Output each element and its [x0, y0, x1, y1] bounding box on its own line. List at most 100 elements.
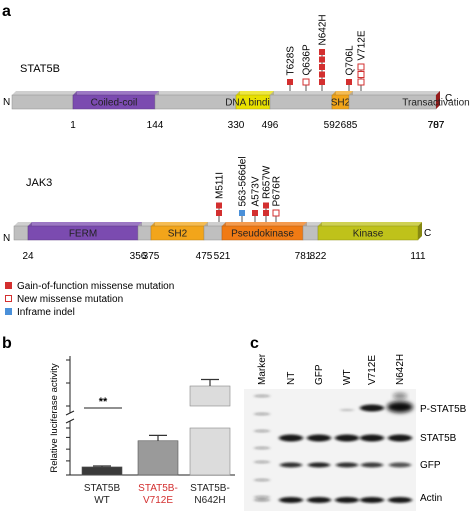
position-label: 330	[228, 120, 245, 131]
position-label: 822	[310, 251, 327, 262]
bar-3	[189, 378, 231, 476]
mutation-marker	[216, 210, 222, 216]
domain-label: Coiled-coil	[91, 98, 138, 109]
mutation-label: P676R	[272, 176, 283, 207]
mutation-marker	[252, 210, 258, 216]
axis-break-mark	[65, 418, 75, 424]
bar-segment	[189, 385, 231, 407]
blot-band	[389, 462, 411, 468]
blot-band	[360, 497, 384, 503]
mutation-marker	[216, 202, 222, 209]
lane-label: WT	[342, 369, 353, 385]
mutation-p676r: P676R	[272, 176, 283, 222]
blot-band	[335, 497, 359, 503]
domain-pseudokinase: Pseudokinase	[221, 222, 307, 241]
mutation-v712e: V712E	[357, 30, 368, 91]
legend-item-gof: Gain-of-function missense mutation	[5, 281, 174, 292]
luciferase-bar-chart: Relative luciferase activity STAT5B WT STAT…	[49, 356, 235, 506]
mutation-marker	[319, 49, 325, 55]
blot-band	[254, 394, 270, 398]
blot-band	[308, 462, 330, 468]
linker-segment	[269, 91, 336, 110]
mutation-legend: Gain-of-function missense mutation New m…	[5, 281, 174, 318]
mutation-label: R657W	[262, 165, 273, 199]
blot-band	[340, 409, 354, 411]
mutation-label: Q636P	[302, 44, 313, 75]
blot-band	[361, 462, 383, 468]
row-label: Actin	[420, 493, 442, 504]
blot-band	[360, 404, 384, 412]
panel-c: c Marker NT GFP WT V712E N642H P-STAT5B STAT5B…	[244, 335, 467, 511]
position-label: 375	[143, 251, 160, 262]
axis-break-mark	[65, 410, 75, 416]
stat5b-n-terminus: N	[3, 97, 10, 108]
blot-band	[388, 434, 412, 442]
mutation-a573v: A573V	[251, 176, 262, 222]
blot-band	[279, 434, 303, 442]
mutation-q636p: Q636P	[302, 44, 313, 91]
blot-band	[387, 401, 413, 413]
blot-band	[360, 434, 384, 442]
position-label: 1	[70, 120, 76, 131]
lane-label: GFP	[314, 364, 325, 385]
domain-coiled-coil: Coiled-coil	[72, 91, 159, 110]
row-label: GFP	[420, 460, 441, 471]
jak3-domain-track: FERM SH2 Pseudokinase Kinase	[13, 222, 422, 241]
blot-band	[254, 429, 270, 433]
blot-band	[254, 498, 270, 502]
position-label: 685	[341, 120, 358, 131]
bar-2	[137, 434, 179, 476]
legend-label-gof: Gain-of-function missense mutation	[17, 281, 174, 292]
blot-band	[254, 460, 270, 464]
domain-label: Transactivation	[402, 98, 469, 109]
bar-1	[81, 465, 123, 476]
panel-c-letter: c	[250, 335, 259, 352]
blot-band	[393, 393, 407, 399]
stat5b-name: STAT5B	[20, 63, 60, 75]
domain-kinase: Kinase	[317, 222, 422, 241]
mutation-n642h: N642H	[318, 14, 329, 91]
mutation-marker	[263, 210, 269, 216]
mutation-marker	[319, 56, 325, 63]
mutation-marker	[319, 79, 325, 85]
jak3-mutation-track: M511I 563-566del A573V R657W P676R	[215, 156, 283, 222]
blot-band	[280, 462, 302, 468]
mutation-marker	[346, 79, 352, 85]
mutation-t628s: T628S	[286, 46, 297, 91]
mutation-marker	[357, 71, 365, 78]
blot-band	[279, 497, 303, 503]
blot-band	[254, 478, 270, 482]
lane-label: NT	[286, 372, 297, 385]
legend-swatch-new	[5, 295, 12, 302]
mutation-marker	[357, 78, 365, 86]
mutation-marker	[272, 209, 280, 217]
legend-item-new: New missense mutation	[5, 294, 123, 305]
mutation-563-566del: 563-566del	[238, 156, 249, 222]
domain-label: DNA binding	[225, 98, 281, 109]
significance-marker: **	[99, 396, 108, 408]
western-blot-image	[244, 389, 416, 511]
legend-label-indel: Inframe indel	[17, 307, 75, 318]
blot-band	[388, 497, 412, 503]
lane-label: N642H	[395, 354, 406, 385]
stat5b-diagram: STAT5B N C Coiled-coil DNA binding SH2 Tran…	[3, 14, 470, 131]
domain-sh2: SH2	[150, 222, 208, 241]
jak3-n-terminus: N	[3, 233, 10, 244]
linker-segment	[11, 91, 77, 110]
domain-label: SH2	[331, 98, 351, 109]
legend-item-indel: Inframe indel	[5, 307, 75, 318]
mutation-label: T628S	[286, 46, 297, 76]
lane-label: Marker	[257, 353, 268, 385]
domain-label: Pseudokinase	[231, 229, 294, 240]
lane-label: V712E	[367, 355, 378, 385]
stat5b-mutation-track: T628S Q636P N642H Q706L V712E	[286, 14, 368, 91]
western-blot-bands	[254, 393, 413, 503]
bar-segment	[137, 440, 179, 476]
mutation-marker	[319, 64, 325, 70]
position-label: 24	[22, 251, 34, 262]
mutation-label: V712E	[357, 30, 368, 60]
bar-segment	[81, 466, 123, 476]
mutation-label: Q706L	[345, 45, 356, 75]
y-axis-label: Relative luciferase activity	[49, 363, 60, 473]
